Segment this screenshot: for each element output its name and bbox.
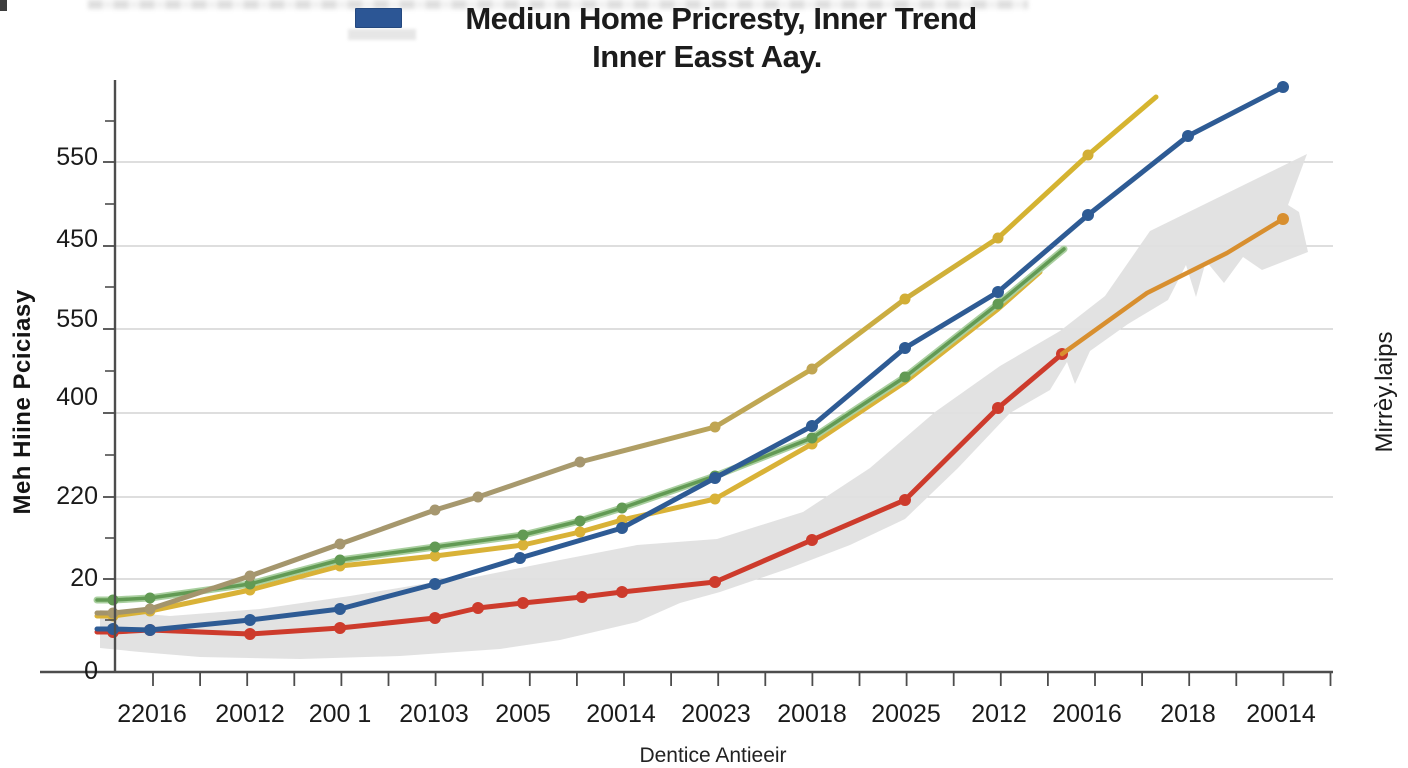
red-trend-marker bbox=[517, 597, 529, 609]
chart-title-line2: Inner Easst Aay. bbox=[592, 39, 822, 74]
green-trend-marker bbox=[244, 578, 256, 590]
tan-gold-trend-marker bbox=[107, 607, 119, 619]
confidence-band bbox=[100, 154, 1308, 659]
x-tick-label: 2005 bbox=[495, 700, 551, 728]
orange-trend-marker bbox=[1277, 213, 1289, 225]
blue-trend-marker bbox=[806, 420, 818, 432]
red-trend-marker bbox=[616, 586, 628, 598]
green-trend-marker bbox=[429, 541, 441, 553]
legend-swatch bbox=[355, 8, 402, 28]
blue-trend-marker bbox=[107, 623, 119, 635]
artifact-corner-smudge bbox=[0, 0, 7, 11]
y-tick-label: 0 bbox=[84, 657, 98, 685]
blue-trend-marker bbox=[899, 342, 911, 354]
tan-gold-trend-marker bbox=[334, 538, 346, 550]
y-tick-label: 550 bbox=[56, 305, 98, 333]
y-tick-label: 20 bbox=[70, 564, 98, 592]
y-tick-label: 400 bbox=[56, 383, 98, 411]
x-tick-label: 20103 bbox=[399, 700, 469, 728]
x-tick-label: 200 1 bbox=[308, 700, 372, 728]
green-trend-marker bbox=[899, 371, 911, 383]
x-tick-label: 22016 bbox=[117, 700, 187, 728]
tan-gold-trend-marker bbox=[429, 504, 441, 516]
red-trend-marker bbox=[899, 494, 911, 506]
green-trend-line bbox=[95, 247, 1066, 602]
tan-gold-trend-marker bbox=[244, 570, 256, 582]
tan-gold-trend-marker bbox=[992, 232, 1004, 244]
yellow-trend-line bbox=[94, 269, 1043, 619]
red-trend-marker bbox=[472, 602, 484, 614]
x-tick-label: 20023 bbox=[681, 700, 751, 728]
green-trend-marker bbox=[616, 502, 628, 514]
chart-title-line1: Mediun Home Pricresty, Inner Trend bbox=[465, 1, 977, 36]
red-trend-marker bbox=[576, 591, 588, 603]
tan-gold-trend-marker bbox=[144, 603, 156, 615]
x-tick-label: 2012 bbox=[971, 700, 1027, 728]
artifact-top-smudge bbox=[88, 0, 1028, 9]
x-tick-label: 20025 bbox=[871, 700, 941, 728]
blue-trend-marker bbox=[514, 552, 526, 564]
red-trend-marker bbox=[709, 576, 721, 588]
blue-trend-marker bbox=[709, 472, 721, 484]
green-trend-marker bbox=[992, 298, 1004, 310]
yellow-trend-marker bbox=[429, 550, 441, 562]
blue-trend-marker bbox=[992, 286, 1004, 298]
blue-trend-marker bbox=[1277, 81, 1289, 93]
x-axis-title: Dentice Antieeir bbox=[639, 744, 787, 767]
x-tick-label: 20014 bbox=[1246, 700, 1316, 728]
red-trend-marker bbox=[806, 534, 818, 546]
tan-gold-trend-marker bbox=[574, 456, 586, 468]
yellow-trend-marker bbox=[517, 539, 529, 551]
red-trend-marker bbox=[992, 402, 1004, 414]
x-tick-label: 20014 bbox=[586, 700, 656, 728]
blue-trend-marker bbox=[1182, 130, 1194, 142]
green-trend-marker bbox=[334, 554, 346, 566]
blue-trend-marker bbox=[334, 603, 346, 615]
blue-trend-marker bbox=[429, 578, 441, 590]
tan-gold-trend-marker bbox=[709, 421, 721, 433]
y-tick-label: 450 bbox=[56, 225, 98, 253]
artifact-swatch-smudge bbox=[348, 29, 416, 40]
blue-trend-marker bbox=[616, 522, 628, 534]
red-trend-marker bbox=[244, 628, 256, 640]
green-trend-marker bbox=[806, 432, 818, 444]
x-tick-label: 20012 bbox=[215, 700, 285, 728]
orange-trend-line bbox=[1059, 216, 1286, 357]
yellow-trend-marker bbox=[574, 526, 586, 538]
green-trend-marker bbox=[107, 594, 119, 606]
y-tick-label: 220 bbox=[56, 482, 98, 510]
tan-gold-trend-marker bbox=[899, 293, 911, 305]
x-tick-label: 2018 bbox=[1160, 700, 1216, 728]
green-trend-marker bbox=[574, 515, 586, 527]
tan-gold-trend-marker bbox=[472, 491, 484, 503]
green-trend-marker bbox=[144, 592, 156, 604]
blue-trend-marker bbox=[1082, 209, 1094, 221]
green-trend-marker bbox=[517, 529, 529, 541]
tan-gold-trend-marker bbox=[1082, 149, 1094, 161]
tan-gold-trend-line bbox=[94, 94, 1159, 616]
blue-trend-marker bbox=[244, 614, 256, 626]
yellow-trend-marker bbox=[709, 493, 721, 505]
x-tick-label: 20016 bbox=[1052, 700, 1122, 728]
green-trend-halo bbox=[93, 245, 1068, 604]
x-tick-label: 20018 bbox=[777, 700, 847, 728]
y-tick-label: 550 bbox=[56, 143, 98, 171]
blue-trend-marker bbox=[144, 624, 156, 636]
red-trend-marker bbox=[334, 622, 346, 634]
red-trend-marker bbox=[429, 612, 441, 624]
tan-gold-trend-marker bbox=[806, 363, 818, 375]
